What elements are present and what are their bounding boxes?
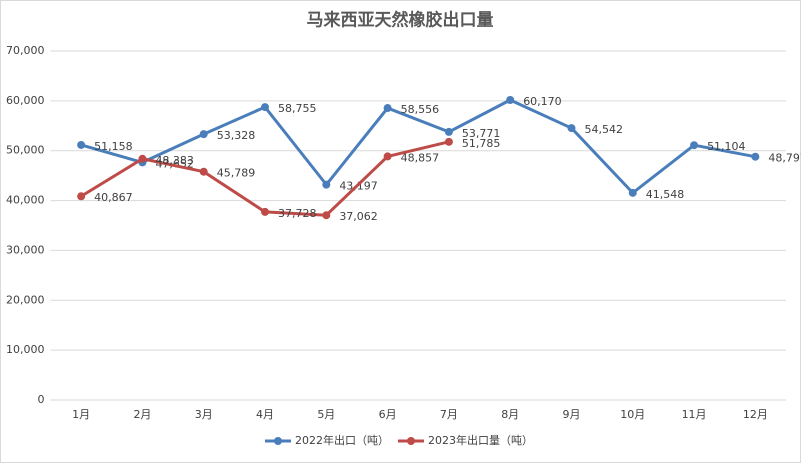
data-label: 37,062	[339, 210, 378, 223]
legend-marker	[407, 437, 415, 445]
data-point	[751, 152, 760, 161]
data-label: 60,170	[523, 95, 562, 108]
data-point	[322, 211, 331, 220]
data-label: 41,548	[646, 188, 685, 201]
x-tick-label: 7月	[440, 408, 458, 421]
data-point	[261, 207, 270, 216]
y-tick-label: 70,000	[6, 44, 45, 57]
data-label: 48,857	[401, 151, 440, 164]
data-point	[261, 103, 270, 112]
data-point	[77, 140, 86, 149]
x-tick-label: 1月	[72, 408, 90, 421]
x-tick-label: 6月	[379, 408, 397, 421]
y-tick-label: 10,000	[6, 343, 45, 356]
data-label: 51,158	[94, 140, 133, 153]
x-tick-label: 11月	[682, 408, 707, 421]
data-point	[628, 188, 637, 197]
x-tick-label: 9月	[562, 408, 580, 421]
data-label: 48,383	[155, 154, 194, 167]
x-tick-label: 10月	[620, 408, 645, 421]
data-point	[77, 192, 86, 201]
legend-label: 2023年出口量（吨）	[428, 433, 533, 447]
data-point	[138, 154, 147, 163]
y-tick-label: 30,000	[6, 243, 45, 256]
x-tick-label: 12月	[743, 408, 768, 421]
y-tick-label: 40,000	[6, 194, 45, 207]
data-point	[199, 167, 208, 176]
data-label: 40,867	[94, 191, 133, 204]
data-point	[567, 124, 576, 133]
data-point	[444, 127, 453, 136]
data-label: 48,797	[768, 152, 801, 165]
data-label: 53,328	[217, 129, 256, 142]
data-point	[322, 180, 331, 189]
data-label: 51,785	[462, 137, 501, 150]
y-tick-label: 50,000	[6, 144, 45, 157]
data-point	[690, 141, 699, 150]
data-point	[506, 96, 515, 105]
data-point	[199, 130, 208, 139]
legend-marker	[274, 437, 282, 445]
legend-label: 2022年出口（吨）	[295, 433, 389, 447]
x-tick-label: 8月	[501, 408, 519, 421]
data-label: 58,755	[278, 102, 317, 115]
x-tick-label: 4月	[256, 408, 274, 421]
data-point	[383, 104, 392, 113]
data-label: 58,556	[401, 103, 440, 116]
x-tick-label: 3月	[195, 408, 213, 421]
x-tick-label: 2月	[133, 408, 151, 421]
data-point	[444, 137, 453, 146]
data-point	[383, 152, 392, 161]
y-tick-label: 60,000	[6, 94, 45, 107]
data-label: 45,789	[217, 167, 256, 180]
y-tick-label: 0	[38, 393, 45, 406]
data-label: 54,542	[584, 123, 623, 136]
data-label: 37,728	[278, 207, 317, 220]
chart-title: 马来西亚天然橡胶出口量	[307, 10, 494, 31]
data-label: 53,771	[462, 127, 501, 140]
y-tick-label: 20,000	[6, 293, 45, 306]
series-line	[80, 98, 756, 195]
x-tick-label: 5月	[317, 408, 335, 421]
data-label: 51,104	[707, 140, 746, 153]
